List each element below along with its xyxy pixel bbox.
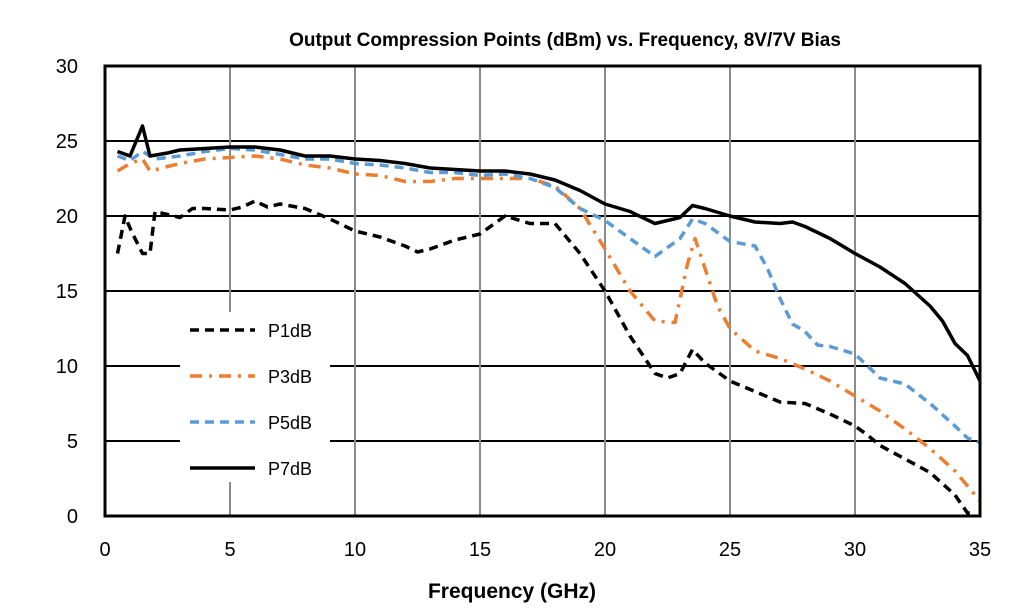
x-tick-label: 10 [344, 539, 366, 561]
chart-title: Output Compression Points (dBm) vs. Freq… [289, 30, 841, 51]
y-tick-label: 20 [56, 206, 78, 228]
series-line-p1db [115, 199, 975, 515]
legend-box [180, 312, 330, 482]
series-line-p5db [116, 146, 981, 445]
y-tick-label: 0 [67, 506, 78, 528]
series-line-p3db [116, 154, 982, 503]
y-tick-label: 30 [56, 56, 78, 78]
x-tick-label: 25 [719, 539, 741, 561]
legend-label: P7dB [268, 459, 312, 479]
series-line-p7db [116, 124, 982, 382]
plot-frame [103, 64, 982, 518]
x-tick-label: 35 [969, 539, 991, 561]
y-tick-label: 10 [56, 356, 78, 378]
y-tick-label: 15 [56, 281, 78, 303]
x-axis-label: Frequency (GHz) [428, 580, 596, 603]
y-tick-label: 25 [56, 131, 78, 153]
legend-label: P5dB [268, 413, 312, 433]
series-group [115, 124, 982, 515]
x-tick-label: 20 [594, 539, 616, 561]
legend: P1dB P3dB P5dB P7dB [180, 312, 330, 482]
legend-label: P1dB [268, 321, 312, 341]
legend-label: P3dB [268, 367, 312, 387]
tick-labels: 0 5 10 15 20 25 30 0 5 10 15 20 25 30 35 [56, 56, 991, 561]
x-tick-label: 5 [224, 539, 235, 561]
x-tick-label: 30 [844, 539, 866, 561]
x-tick-label: 15 [469, 539, 491, 561]
y-tick-label: 5 [67, 431, 78, 453]
x-tick-label: 0 [99, 539, 110, 561]
